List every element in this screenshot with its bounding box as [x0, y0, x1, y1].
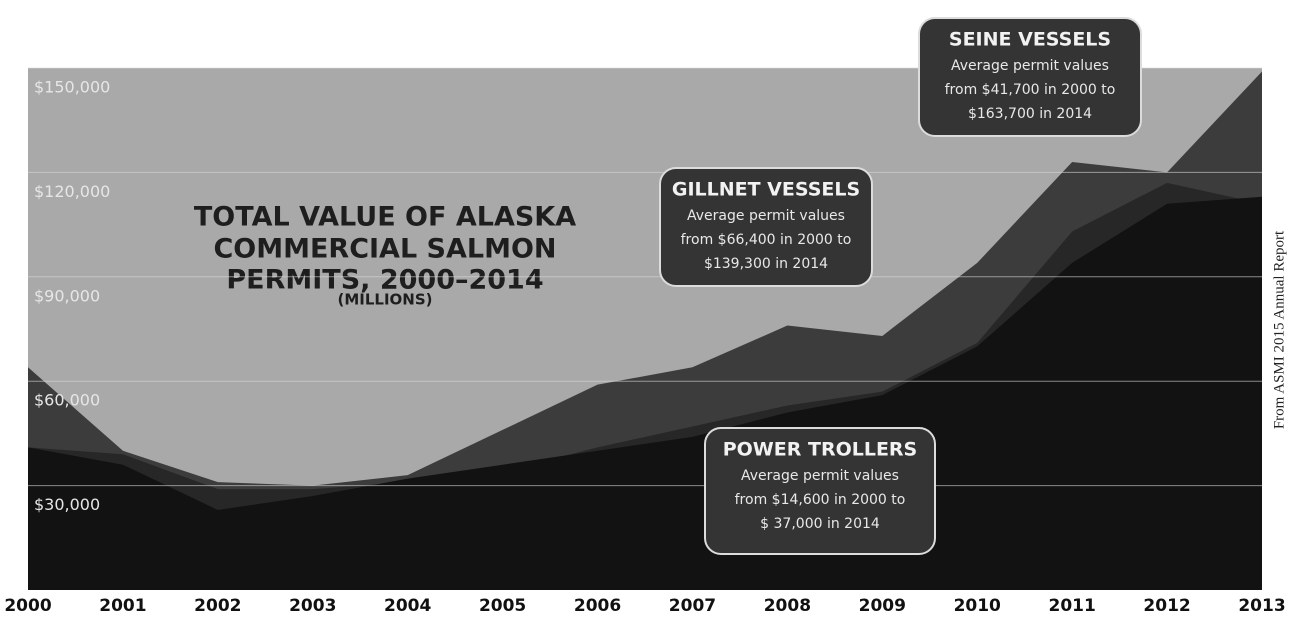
source-note: From ASMI 2015 Annual Report — [1271, 230, 1287, 429]
chart-title: TOTAL VALUE OF ALASKA — [194, 202, 576, 233]
x-tick-label: 2007 — [669, 596, 716, 616]
x-tick-label: 2010 — [954, 596, 1001, 616]
x-tick-label: 2006 — [574, 596, 621, 616]
annotation-text: Average permit values — [687, 208, 845, 224]
chart: TOTAL VALUE OF ALASKA COMMERCIAL SALMON … — [0, 0, 1294, 620]
x-tick-label: 2000 — [4, 596, 51, 616]
chart-subtitle: (MILLIONS) — [337, 291, 432, 309]
annotation-heading: GILLNET VESSELS — [672, 179, 860, 201]
x-tick-label: 2013 — [1238, 596, 1285, 616]
annotation-heading: POWER TROLLERS — [723, 439, 918, 461]
chart-title: COMMERCIAL SALMON — [213, 234, 556, 265]
x-tick-label: 2009 — [859, 596, 906, 616]
x-tick-label: 2008 — [764, 596, 811, 616]
x-tick-label: 2005 — [479, 596, 526, 616]
y-tick-label: $120,000 — [34, 182, 110, 201]
y-tick-label: $30,000 — [34, 495, 100, 514]
y-tick-label: $150,000 — [34, 78, 110, 97]
annotation-text: from $66,400 in 2000 to — [681, 232, 852, 248]
y-tick-label: $60,000 — [34, 391, 100, 410]
y-tick-label: $90,000 — [34, 286, 100, 305]
annotation-text: from $41,700 in 2000 to — [945, 82, 1116, 98]
annotation-text: from $14,600 in 2000 to — [735, 492, 906, 508]
annotation-text: $163,700 in 2014 — [968, 106, 1092, 122]
x-tick-label: 2011 — [1048, 596, 1095, 616]
x-tick-label: 2003 — [289, 596, 336, 616]
x-tick-label: 2001 — [99, 596, 146, 616]
annotation-text: $139,300 in 2014 — [704, 256, 828, 272]
x-tick-label: 2002 — [194, 596, 241, 616]
x-tick-label: 2012 — [1143, 596, 1190, 616]
x-tick-label: 2004 — [384, 596, 431, 616]
annotation-text: $ 37,000 in 2014 — [760, 516, 880, 532]
annotation-text: Average permit values — [741, 468, 899, 484]
annotation-text: Average permit values — [951, 58, 1109, 74]
annotation-heading: SEINE VESSELS — [949, 29, 1111, 51]
